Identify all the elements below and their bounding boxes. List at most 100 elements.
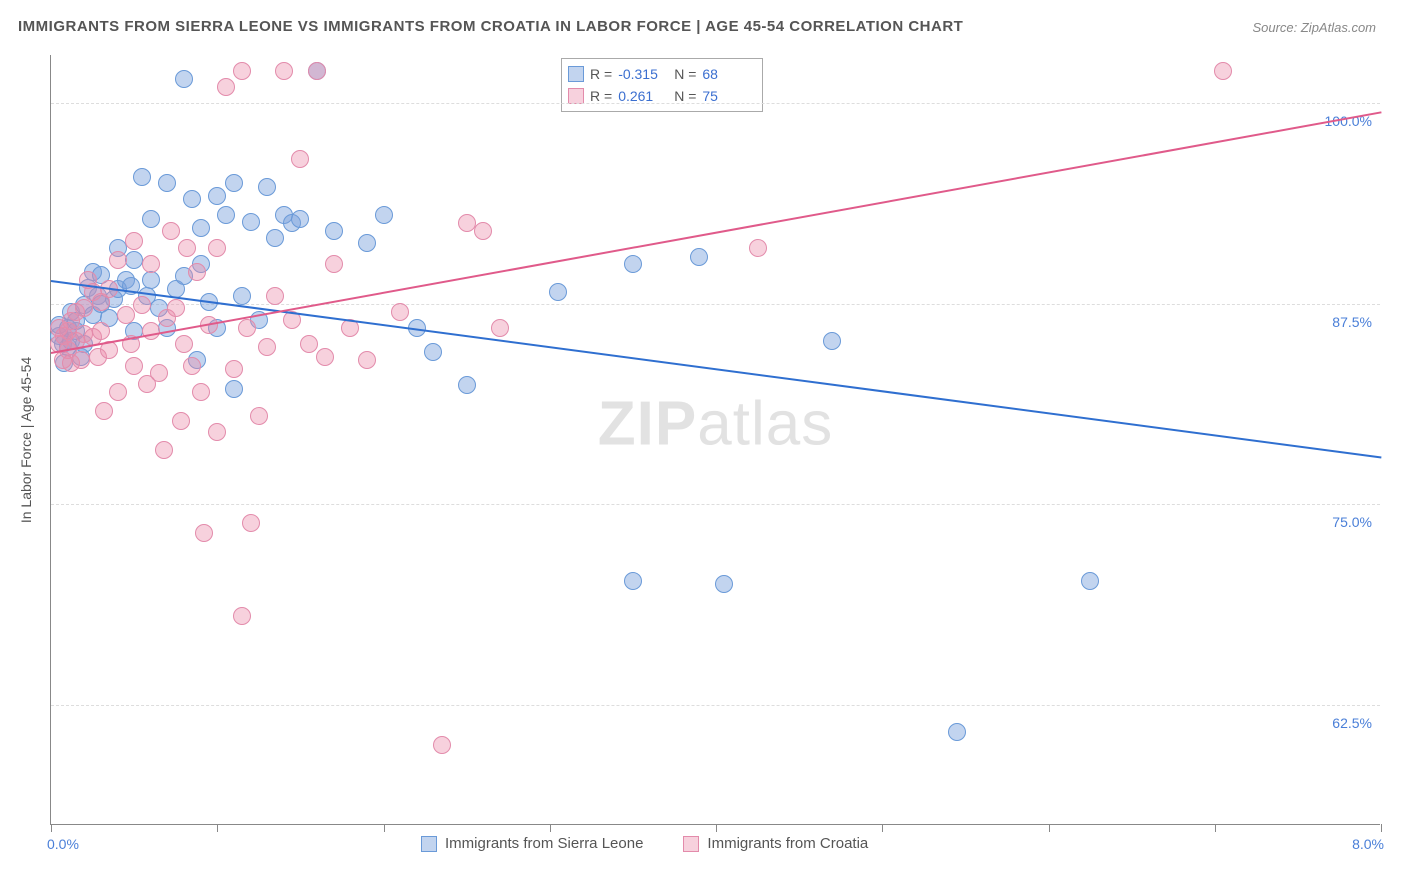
x-tick xyxy=(217,824,218,832)
data-point xyxy=(424,343,442,361)
data-point xyxy=(217,78,235,96)
x-tick-label-left: 0.0% xyxy=(47,836,79,852)
regression-line xyxy=(51,280,1381,458)
legend-swatch-sl-icon xyxy=(421,836,437,852)
data-point xyxy=(109,251,127,269)
data-point xyxy=(458,214,476,232)
bottom-legend: Immigrants from Sierra Leone Immigrants … xyxy=(421,835,868,852)
data-point xyxy=(358,234,376,252)
data-point xyxy=(150,364,168,382)
data-point xyxy=(175,70,193,88)
data-point xyxy=(242,213,260,231)
legend-label-cr: Immigrants from Croatia xyxy=(707,835,868,852)
data-point xyxy=(183,357,201,375)
data-point xyxy=(125,357,143,375)
x-tick xyxy=(384,824,385,832)
data-point xyxy=(749,239,767,257)
swatch-cr-icon xyxy=(568,88,584,104)
data-point xyxy=(250,407,268,425)
data-point xyxy=(375,206,393,224)
plot-area: ZIPatlas R = -0.315 N = 68 R = 0.261 N =… xyxy=(50,55,1380,825)
legend-swatch-cr-icon xyxy=(683,836,699,852)
data-point xyxy=(325,255,343,273)
data-point xyxy=(195,524,213,542)
x-tick xyxy=(882,824,883,832)
data-point xyxy=(208,423,226,441)
data-point xyxy=(133,168,151,186)
data-point xyxy=(72,351,90,369)
n-value-sl: 68 xyxy=(702,63,752,85)
data-point xyxy=(92,322,110,340)
legend-label-sl: Immigrants from Sierra Leone xyxy=(445,835,643,852)
data-point xyxy=(1081,572,1099,590)
gridline xyxy=(51,304,1380,305)
data-point xyxy=(266,229,284,247)
data-point xyxy=(291,150,309,168)
data-point xyxy=(208,239,226,257)
data-point xyxy=(225,380,243,398)
data-point xyxy=(266,287,284,305)
gridline xyxy=(51,705,1380,706)
x-tick xyxy=(716,824,717,832)
data-point xyxy=(948,723,966,741)
data-point xyxy=(172,412,190,430)
data-point xyxy=(155,441,173,459)
data-point xyxy=(95,402,113,420)
data-point xyxy=(142,255,160,273)
y-axis-label: In Labor Force | Age 45-54 xyxy=(18,357,34,523)
data-point xyxy=(192,383,210,401)
data-point xyxy=(238,319,256,337)
data-point xyxy=(142,210,160,228)
data-point xyxy=(391,303,409,321)
data-point xyxy=(242,514,260,532)
gridline xyxy=(51,103,1380,104)
data-point xyxy=(142,271,160,289)
data-point xyxy=(167,299,185,317)
data-point xyxy=(188,263,206,281)
chart-title: IMMIGRANTS FROM SIERRA LEONE VS IMMIGRAN… xyxy=(18,18,963,35)
data-point xyxy=(275,62,293,80)
data-point xyxy=(233,62,251,80)
data-point xyxy=(258,338,276,356)
data-point xyxy=(162,222,180,240)
data-point xyxy=(142,322,160,340)
legend-item-sl: Immigrants from Sierra Leone xyxy=(421,835,643,852)
r-label: R = xyxy=(590,63,612,85)
data-point xyxy=(624,255,642,273)
data-point xyxy=(125,251,143,269)
data-point xyxy=(690,248,708,266)
data-point xyxy=(325,222,343,240)
y-tick-label: 75.0% xyxy=(1332,514,1372,530)
data-point xyxy=(549,283,567,301)
data-point xyxy=(225,360,243,378)
swatch-sl-icon xyxy=(568,66,584,82)
gridline xyxy=(51,504,1380,505)
watermark-rest: atlas xyxy=(697,390,833,459)
data-point xyxy=(233,607,251,625)
data-point xyxy=(624,572,642,590)
x-tick xyxy=(1381,824,1382,832)
data-point xyxy=(175,335,193,353)
data-point xyxy=(133,296,151,314)
y-tick-label: 62.5% xyxy=(1332,715,1372,731)
x-tick xyxy=(51,824,52,832)
data-point xyxy=(183,190,201,208)
watermark-bold: ZIP xyxy=(598,390,697,459)
data-point xyxy=(178,239,196,257)
x-tick xyxy=(1215,824,1216,832)
data-point xyxy=(715,575,733,593)
legend-item-cr: Immigrants from Croatia xyxy=(683,835,868,852)
data-point xyxy=(208,187,226,205)
data-point xyxy=(300,335,318,353)
data-point xyxy=(217,206,235,224)
data-point xyxy=(823,332,841,350)
data-point xyxy=(491,319,509,337)
data-point xyxy=(433,736,451,754)
watermark: ZIPatlas xyxy=(598,389,833,460)
data-point xyxy=(75,299,93,317)
regression-line xyxy=(51,111,1381,354)
data-point xyxy=(225,174,243,192)
stats-row-sl: R = -0.315 N = 68 xyxy=(568,63,752,85)
source-attribution: Source: ZipAtlas.com xyxy=(1252,20,1376,35)
data-point xyxy=(458,376,476,394)
